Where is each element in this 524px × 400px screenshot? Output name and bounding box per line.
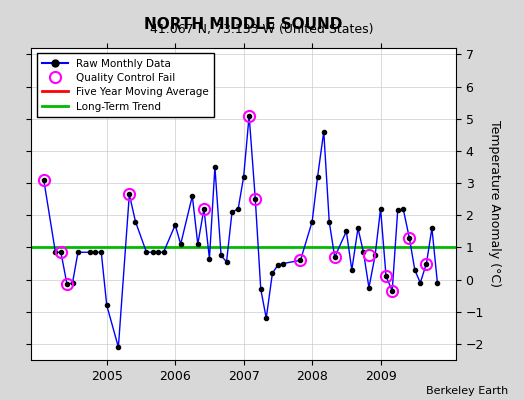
Title: NORTH MIDDLE SOUND: NORTH MIDDLE SOUND bbox=[145, 16, 343, 32]
Text: 41.067 N, 73.133 W (United States): 41.067 N, 73.133 W (United States) bbox=[150, 24, 374, 36]
Legend: Raw Monthly Data, Quality Control Fail, Five Year Moving Average, Long-Term Tren: Raw Monthly Data, Quality Control Fail, … bbox=[37, 53, 214, 117]
Text: Berkeley Earth: Berkeley Earth bbox=[426, 386, 508, 396]
Y-axis label: Temperature Anomaly (°C): Temperature Anomaly (°C) bbox=[488, 120, 500, 288]
